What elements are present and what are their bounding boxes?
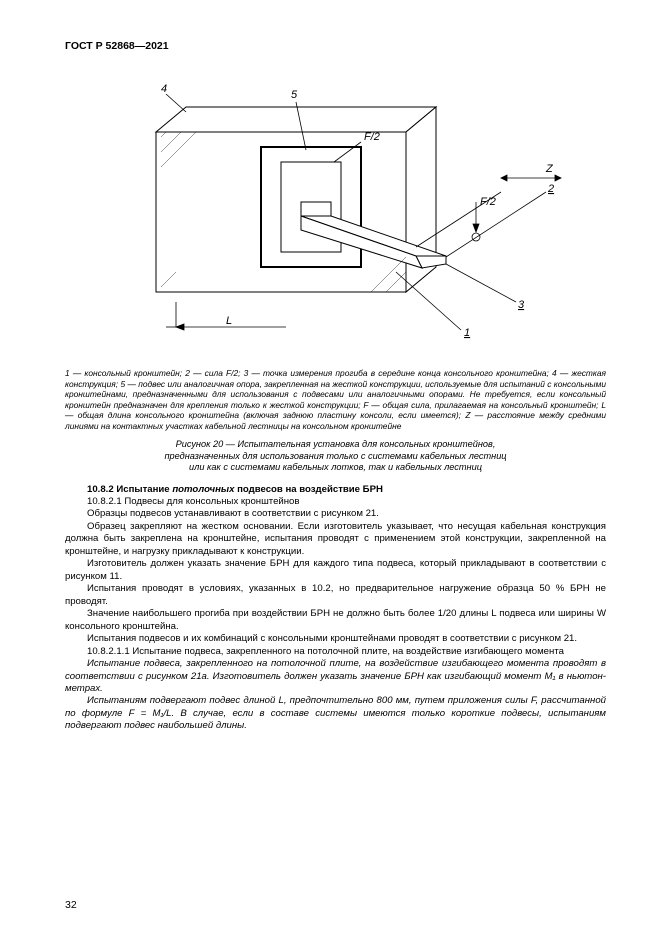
p-10-8-2-1: 10.8.2.1 Подвесы для консольных кронштей… [65,496,606,508]
caption-line-1: Рисунок 20 — Испытательная установка для… [176,439,496,449]
figure-20: 4 5 F/2 F/2 2 Z 3 1 L [106,72,566,362]
caption-line-3: или как с системами кабельных лотков, та… [189,462,482,472]
p-italic-1: Испытание подвеса, закрепленного на пото… [65,658,606,695]
page-container: ГОСТ Р 52868—2021 [0,0,661,935]
fig-label-L: L [226,315,232,327]
fig-label-3: 3 [518,299,525,311]
p-samples: Образцы подвесов устанавливают в соответ… [65,508,606,520]
fig-label-F2a: F/2 [364,131,380,143]
doc-header: ГОСТ Р 52868—2021 [65,40,606,52]
p-combinations: Испытания подвесов и их комбинаций с кон… [65,633,606,645]
fig-label-1: 1 [464,327,470,339]
figure-legend: 1 — консольный кронштейн; 2 — сила F/2; … [65,368,606,431]
page-number: 32 [65,899,77,911]
p-italic-2: Испытаниям подвергают подвес длиной L, п… [65,695,606,732]
section-10-8-2-title: 10.8.2 Испытание потолочных подвесов на … [65,484,606,496]
fig-label-F2b: F/2 [480,196,496,208]
p-manufacturer: Изготовитель должен указать значение БРН… [65,558,606,583]
p-deflection: Значение наибольшего прогиба при воздейс… [65,608,606,633]
figure-caption: Рисунок 20 — Испытательная установка для… [65,439,606,474]
fig-label-4: 4 [161,83,167,95]
fig-label-Z: Z [545,163,554,175]
p-fix-base: Образец закрепляют на жестком основании.… [65,521,606,558]
caption-line-2: предназначенных для использования только… [164,451,506,461]
body-text: 10.8.2 Испытание потолочных подвесов на … [65,484,606,733]
p-10-8-2-1-1: 10.8.2.1.1 Испытание подвеса, закрепленн… [65,646,606,658]
p-tests-cond: Испытания проводят в условиях, указанных… [65,583,606,608]
fig-label-5: 5 [291,89,298,101]
fig-label-2: 2 [547,183,554,195]
